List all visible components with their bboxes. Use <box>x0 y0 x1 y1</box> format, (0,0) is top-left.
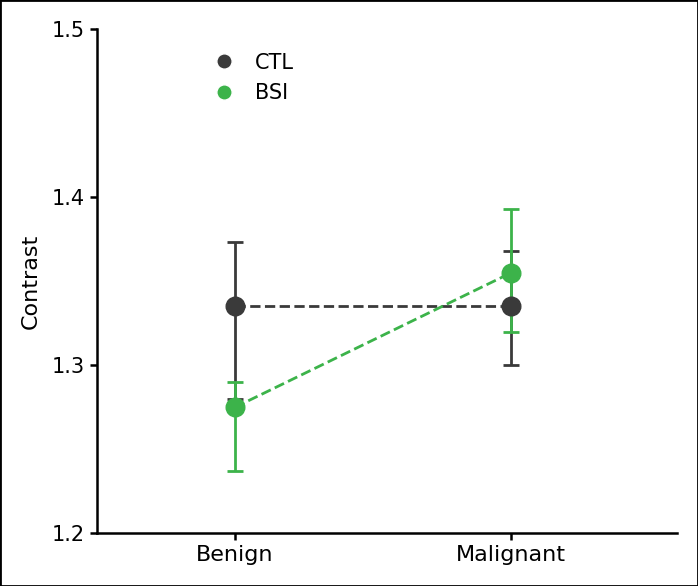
Point <box>506 302 517 311</box>
Y-axis label: Contrast: Contrast <box>21 233 41 329</box>
Point <box>230 403 241 412</box>
Legend: CTL, BSI: CTL, BSI <box>194 45 302 111</box>
Point <box>506 268 517 277</box>
Point <box>230 302 241 311</box>
